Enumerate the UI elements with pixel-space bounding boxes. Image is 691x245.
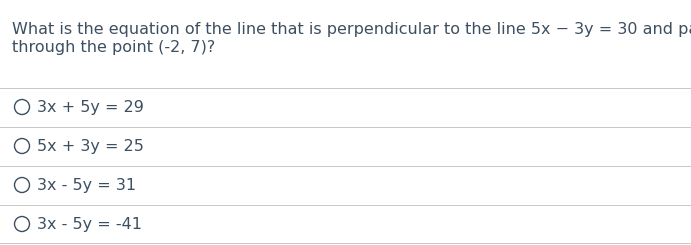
- Text: 3x + 5y = 29: 3x + 5y = 29: [37, 99, 144, 114]
- Text: 5x + 3y = 25: 5x + 3y = 25: [37, 138, 144, 154]
- Text: 3x - 5y = -41: 3x - 5y = -41: [37, 217, 142, 232]
- Text: 3x - 5y = 31: 3x - 5y = 31: [37, 177, 137, 193]
- Text: through the point (-2, 7)?: through the point (-2, 7)?: [12, 40, 216, 55]
- Text: What is the equation of the line that is perpendicular to the line 5x − 3y = 30 : What is the equation of the line that is…: [12, 22, 691, 37]
